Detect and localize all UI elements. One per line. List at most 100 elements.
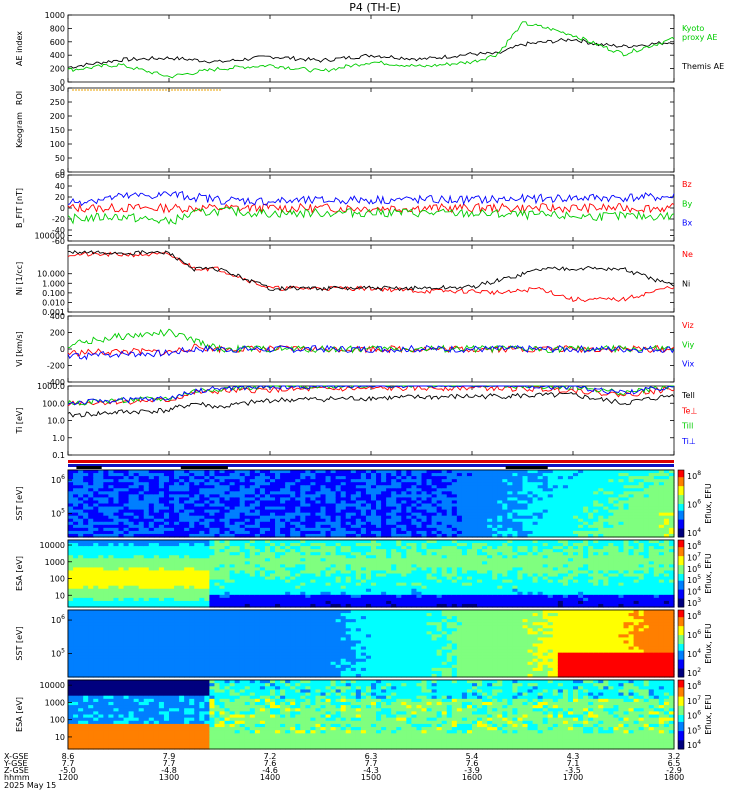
legend-ne: Ne [682, 250, 693, 259]
colorbar-cell [678, 494, 684, 498]
y-tick-label: 10000 [40, 681, 65, 690]
z-gse-value: -2.9 [666, 766, 682, 775]
spectrogram-cells [68, 540, 675, 608]
colorbar-cell [678, 742, 684, 745]
y-gse-value: 7.7 [62, 759, 75, 768]
colorbar-tick-label: 106 [687, 563, 701, 574]
z-gse-value: -3.5 [565, 766, 581, 775]
colorbar-cell [678, 663, 684, 667]
colorbar-cell [678, 575, 684, 579]
colorbar-cell [678, 689, 684, 692]
legend-till: Till [681, 422, 693, 431]
mode-bar-blue [68, 464, 674, 467]
legend-by: By [682, 199, 692, 208]
colorbar-cell [678, 512, 684, 516]
colorbar-tick-label: 104 [687, 527, 701, 538]
colorbar-cell [678, 732, 684, 736]
y-tick-label: 0.001 [42, 308, 65, 317]
colorbar-cell [678, 492, 684, 496]
colorbar-cell [678, 472, 684, 475]
panel-9: 10 100 1000 10000 ESA [eV] 108 107 106 105 104Efl… [15, 679, 713, 750]
colorbar-cell [678, 516, 684, 520]
colorbar-cell [678, 674, 684, 678]
kyoto-ae-line [67, 21, 675, 79]
colorbar-cell [678, 507, 684, 511]
colorbar-cell [678, 483, 684, 487]
panel-7: 10 100 1000 10000 ESA [eV] 108107106105104103… [15, 539, 713, 608]
y-gse-value: 7.7 [163, 759, 176, 768]
colorbar-cell [678, 700, 684, 704]
colorbar-tick-label: 107 [687, 551, 701, 562]
colorbar-cell [678, 490, 684, 493]
z-gse-value: -4.6 [262, 766, 278, 775]
colorbar-cell [678, 530, 684, 534]
y-tick-label: 0 [60, 78, 65, 87]
colorbar-tick-label: 106 [687, 629, 701, 640]
panel-frame [67, 469, 675, 538]
y-tick-label: 200 [50, 329, 65, 338]
y-tick-label: 800 [50, 24, 65, 33]
colorbar-cell [678, 569, 684, 572]
colorbar-cell [678, 632, 684, 636]
y-tick-label: 400 [50, 312, 65, 321]
series-line-bx [67, 190, 675, 207]
colorbar-cell [678, 501, 684, 504]
y-tick-label: 100 [50, 140, 65, 149]
y-tick-label: -40 [52, 226, 65, 235]
y-tick-label: 0.1 [52, 451, 65, 460]
colorbar-cell [678, 610, 684, 613]
y-tick-label: 1000 [45, 558, 65, 567]
y-tick-label: 100 [50, 716, 65, 725]
colorbar-cell [678, 719, 684, 722]
colorbar-cell [678, 623, 684, 627]
colorbar-cell [678, 680, 684, 683]
y-tick-label: 250 [50, 98, 65, 107]
mode-segment [180, 466, 228, 469]
y-tick-label: 0 [60, 345, 65, 354]
colorbar-cell [678, 577, 684, 581]
y-tick-label: 100 [50, 575, 65, 584]
legend-proxy-ae: proxy AE [682, 33, 717, 42]
y-axis-label: ESA [eV] [15, 697, 24, 732]
colorbar-cell [678, 566, 684, 570]
colorbar-cell [678, 696, 684, 699]
y-tick-label: 106 [51, 474, 65, 485]
date-label: 2025 May 15 [4, 781, 56, 790]
colorbar-cell [678, 560, 684, 563]
y-axis-label: B_FIT [nT] [15, 188, 24, 228]
colorbar-cell [678, 474, 684, 478]
panel-5: 0.1 1.0 10.0 100.0 1000.0 Ti [eV] Tell Te⊥ Till T… [15, 382, 697, 460]
y-tick-label: -60 [52, 237, 65, 246]
colorbar-label: Eflux, EFU [704, 553, 713, 594]
y-tick-label: 100.0 [42, 399, 65, 408]
colorbar-cell [678, 630, 684, 633]
y-axis-label: Keogram [15, 112, 24, 148]
colorbar-cell [678, 744, 684, 748]
colorbar-frame [677, 679, 685, 750]
colorbar-cell [678, 604, 684, 608]
y-gse-value: 7.6 [264, 759, 277, 768]
colorbar-cell [678, 593, 684, 597]
colorbar-cell [678, 698, 684, 702]
colorbar-cell [678, 540, 684, 543]
colorbar-tick-label: 104 [687, 586, 701, 597]
series-line-by [67, 205, 675, 225]
z-gse-value: -5.0 [60, 766, 76, 775]
colorbar-cell [678, 496, 684, 500]
roi-label: ROI [15, 91, 24, 105]
colorbar-cell [678, 487, 684, 491]
x-gse-value: 4.3 [567, 752, 580, 761]
colorbar-tick-label: 106 [687, 710, 701, 721]
y-tick-label: 10 [55, 733, 65, 742]
y-gse-value: 7.7 [365, 759, 378, 768]
colorbar-cell [678, 654, 684, 658]
colorbar-cell [678, 614, 684, 618]
colorbar-cell [678, 521, 684, 525]
panel-frame [67, 14, 675, 83]
colorbar-cell [678, 612, 684, 615]
x-gse-value: 8.6 [62, 752, 75, 761]
colorbar-cell [678, 591, 684, 595]
